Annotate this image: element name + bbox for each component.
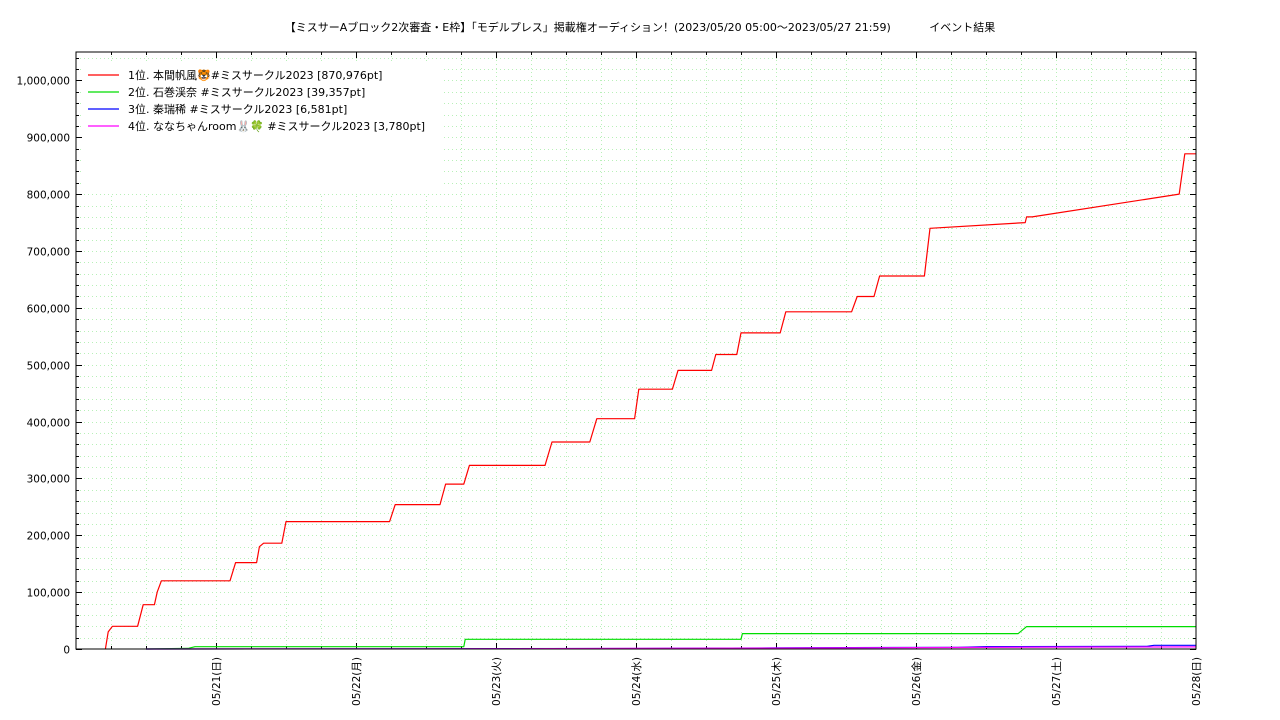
y-tick-label: 600,000 bbox=[27, 304, 70, 316]
x-tick-label: 05/25(木) bbox=[771, 657, 783, 706]
legend: 1位. 本間帆風🐯#ミスサークル2023 [870,976pt] 2位. 石巻渓奈… bbox=[82, 62, 442, 194]
x-tick-label: 05/28(日) bbox=[1191, 657, 1203, 706]
y-tick-label: 1,000,000 bbox=[17, 76, 70, 88]
x-tick-label: 05/23(火) bbox=[491, 657, 503, 706]
legend-label-4: 4位. ななちゃんroom🐰🍀 #ミスサークル2023 [3,780pt] bbox=[128, 119, 425, 133]
legend-label-2: 2位. 石巻渓奈 #ミスサークル2023 [39,357pt] bbox=[128, 85, 365, 99]
chart-title: 【ミスサーAブロック2次審査・E枠】「モデルプレス」掲載権オーディション！(20… bbox=[0, 19, 1280, 35]
y-tick-label: 200,000 bbox=[27, 531, 70, 543]
y-tick-label: 0 bbox=[63, 645, 70, 657]
legend-label-3: 3位. 秦瑞稀 #ミスサークル2023 [6,581pt] bbox=[128, 102, 347, 116]
x-tick-label: 05/21(日) bbox=[211, 657, 223, 706]
y-tick-label: 400,000 bbox=[27, 418, 70, 430]
y-tick-label: 300,000 bbox=[27, 474, 70, 486]
x-tick-label: 05/22(月) bbox=[351, 657, 363, 706]
legend-background bbox=[82, 62, 442, 194]
x-tick-label: 05/27(土) bbox=[1050, 657, 1063, 706]
axes: 0 100,000 200,000 300,000 400,000 500,000 600,… bbox=[17, 76, 1203, 706]
grid-lines bbox=[76, 52, 1196, 649]
plot-frame bbox=[75, 51, 1197, 650]
y-tick-label: 500,000 bbox=[27, 361, 70, 373]
x-tick-label: 05/24(水) bbox=[631, 657, 643, 706]
chart-title-main: 【ミスサーAブロック2次審査・E枠】「モデルプレス」掲載権オーディション！(20… bbox=[284, 21, 891, 34]
x-tick-label: 05/26(金) bbox=[910, 657, 923, 706]
y-tick-label: 100,000 bbox=[27, 588, 70, 600]
legend-label-1: 1位. 本間帆風🐯#ミスサークル2023 [870,976pt] bbox=[128, 68, 382, 82]
y-tick-label: 700,000 bbox=[27, 247, 70, 259]
y-tick-label: 800,000 bbox=[27, 190, 70, 202]
y-tick-label: 900,000 bbox=[27, 133, 70, 145]
chart-subtitle: イベント結果 bbox=[929, 21, 996, 34]
series-line-2 bbox=[145, 625, 1196, 650]
series-line-1 bbox=[104, 153, 1196, 650]
